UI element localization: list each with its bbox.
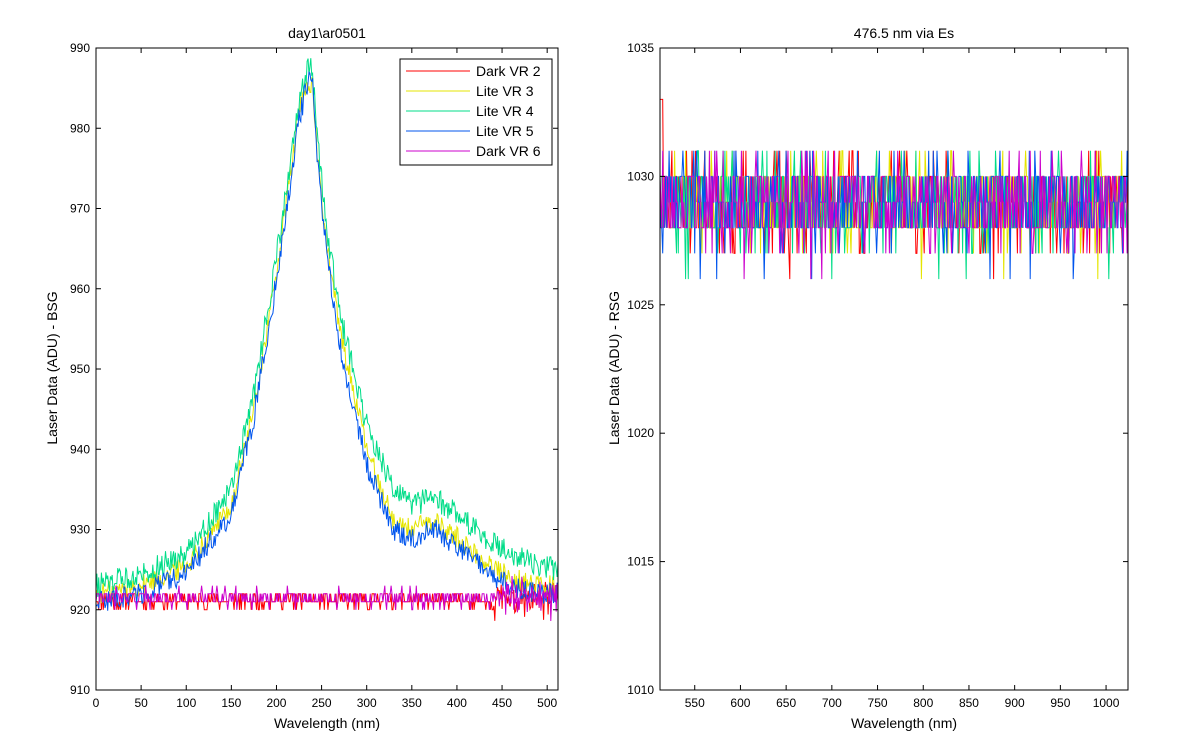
x-tick-label: 950 bbox=[1050, 696, 1070, 710]
right-chart-x-axis-label: Wavelength (nm) bbox=[851, 715, 957, 731]
x-tick-label: 350 bbox=[402, 696, 422, 710]
y-tick-label: 920 bbox=[70, 603, 90, 617]
legend-label: Lite VR 4 bbox=[476, 103, 534, 119]
left-chart-x-axis-label: Wavelength (nm) bbox=[274, 715, 380, 731]
left-chart-title: day1\ar0501 bbox=[288, 25, 366, 41]
x-tick-label: 450 bbox=[492, 696, 512, 710]
y-tick-label: 910 bbox=[70, 683, 90, 697]
right-chart-plot-area: 550 600 650 700 750 800 850 900 950 1000 1010 1015 1… bbox=[627, 41, 1129, 710]
left-chart-plot-area: 0 50 100 150 200 250 300 350 400 450 500 910 920 930 9… bbox=[70, 41, 559, 710]
legend-label: Dark VR 6 bbox=[476, 143, 541, 159]
x-tick-label: 50 bbox=[134, 696, 148, 710]
y-tick-label: 1025 bbox=[627, 298, 654, 312]
y-tick-label: 1030 bbox=[627, 169, 654, 183]
y-tick-label: 1020 bbox=[627, 426, 654, 440]
y-tick-label: 1035 bbox=[627, 41, 654, 55]
right-chart-y-axis-label: Laser Data (ADU) - RSG bbox=[606, 291, 622, 445]
series-line-lite-vr-5 bbox=[96, 71, 558, 611]
x-tick-label: 900 bbox=[1005, 696, 1025, 710]
series-line-dark-vr-6 bbox=[96, 575, 558, 622]
y-tick-label: 960 bbox=[70, 282, 90, 296]
legend-label: Lite VR 5 bbox=[476, 123, 534, 139]
x-tick-label: 200 bbox=[266, 696, 286, 710]
y-tick-label: 970 bbox=[70, 202, 90, 216]
x-tick-label: 650 bbox=[776, 696, 796, 710]
x-tick-label: 700 bbox=[822, 696, 842, 710]
x-tick-label: 850 bbox=[959, 696, 979, 710]
series-line-lite-vr-4 bbox=[96, 58, 558, 597]
x-tick-label: 600 bbox=[730, 696, 750, 710]
x-tick-label: 150 bbox=[221, 696, 241, 710]
left-chart: day1\ar0501 Wavelength (nm) Laser Data (… bbox=[44, 25, 559, 731]
x-tick-label: 0 bbox=[93, 696, 100, 710]
y-tick-label: 980 bbox=[70, 121, 90, 135]
y-tick-label: 950 bbox=[70, 362, 90, 376]
y-tick-label: 930 bbox=[70, 523, 90, 537]
x-tick-label: 400 bbox=[447, 696, 467, 710]
legend-label: Dark VR 2 bbox=[476, 63, 541, 79]
legend-label: Lite VR 3 bbox=[476, 83, 534, 99]
y-tick-label: 940 bbox=[70, 442, 90, 456]
series-lines bbox=[660, 98, 1128, 280]
right-chart-title: 476.5 nm via Es bbox=[854, 25, 954, 41]
legend-box bbox=[399, 58, 553, 166]
x-tick-label: 550 bbox=[685, 696, 705, 710]
y-tick-label: 990 bbox=[70, 41, 90, 55]
y-tick-label: 1010 bbox=[627, 683, 654, 697]
x-tick-label: 250 bbox=[312, 696, 332, 710]
x-tick-label: 300 bbox=[357, 696, 377, 710]
x-tick-label: 1000 bbox=[1093, 696, 1120, 710]
right-chart: 476.5 nm via Es Wavelength (nm) Laser Da… bbox=[606, 25, 1129, 731]
x-tick-label: 100 bbox=[176, 696, 196, 710]
x-tick-label: 800 bbox=[913, 696, 933, 710]
series-line-series-5 bbox=[660, 150, 1128, 280]
x-tick-label: 500 bbox=[537, 696, 557, 710]
left-chart-y-axis-label: Laser Data (ADU) - BSG bbox=[44, 291, 60, 444]
series-lines bbox=[96, 58, 558, 622]
axes-frame bbox=[659, 47, 1129, 691]
x-tick-label: 750 bbox=[868, 696, 888, 710]
y-tick-label: 1015 bbox=[627, 555, 654, 569]
left-chart-legend: Dark VR 2 Lite VR 3 Lite VR 4 Lite VR 5 Dark… bbox=[399, 58, 553, 166]
